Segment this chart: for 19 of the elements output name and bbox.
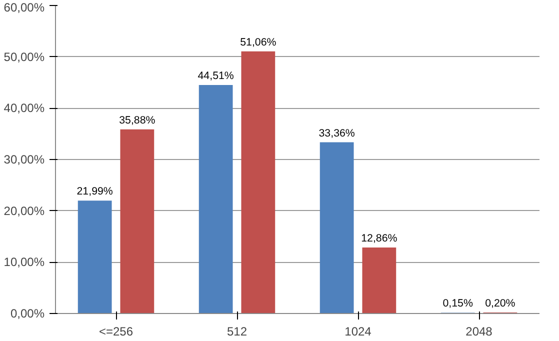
data-label: 33,36% — [318, 127, 356, 140]
y-tick-label: 50,00% — [4, 50, 45, 64]
y-tick-label: 40,00% — [4, 101, 45, 116]
data-label: 51,06% — [240, 36, 277, 48]
y-tick-label: 0,00% — [10, 306, 45, 320]
x-tick-label: <=256 — [98, 324, 134, 338]
data-label: 12,86% — [361, 232, 398, 244]
data-label: 0,20% — [485, 297, 516, 310]
data-label: 44,51% — [198, 70, 234, 82]
y-tick-label: 60,00% — [4, 0, 45, 14]
y-tick-label: 20,00% — [4, 204, 45, 218]
x-tick-label: 512 — [226, 324, 248, 338]
x-tick-label: 2048 — [466, 324, 493, 338]
y-tick-label: 30,00% — [4, 152, 45, 166]
data-label: 35,88% — [119, 114, 156, 126]
y-tick-label: 10,00% — [4, 255, 45, 270]
data-label: 21,99% — [76, 186, 114, 198]
data-label: 0,15% — [442, 298, 474, 310]
x-tick-label: 1024 — [344, 324, 372, 338]
